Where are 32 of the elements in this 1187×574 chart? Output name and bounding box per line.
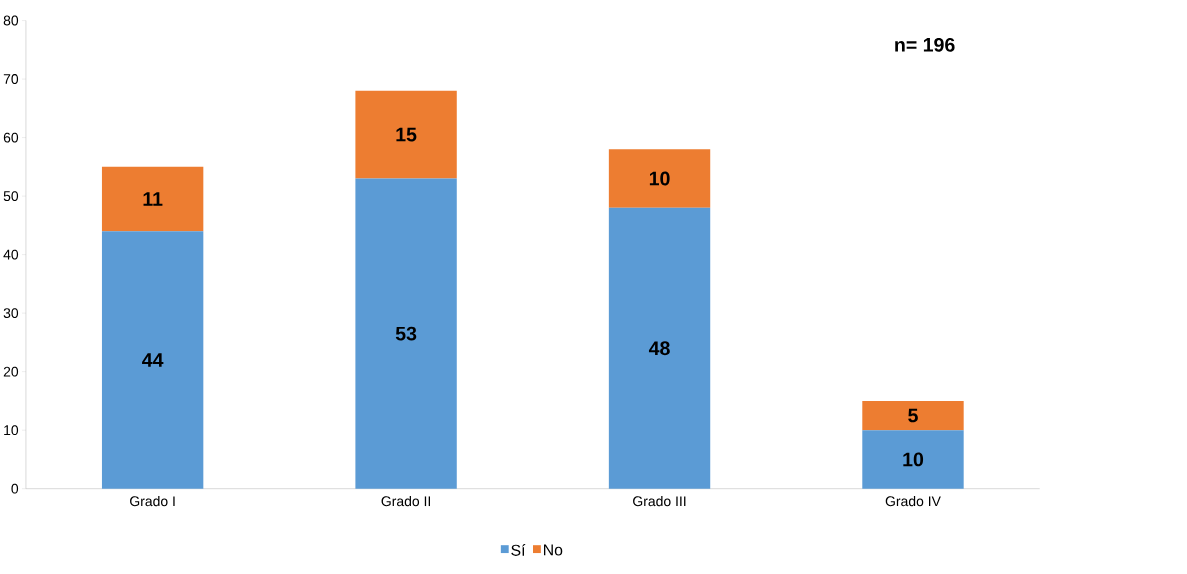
x-tick-label: Grado III bbox=[633, 496, 686, 507]
data-label: 11 bbox=[143, 192, 163, 206]
y-tick-label: 70 bbox=[3, 74, 19, 85]
data-label: 10 bbox=[903, 452, 924, 467]
bar bbox=[101, 231, 204, 489]
y-tick-label: 60 bbox=[3, 132, 19, 143]
y-tick-label: 0 bbox=[11, 483, 19, 494]
y-tick-label: 80 bbox=[3, 15, 19, 26]
data-label: 15 bbox=[396, 127, 417, 142]
legend-label: Sí bbox=[511, 544, 526, 557]
bar bbox=[101, 166, 204, 232]
x-tick-label: Grado II bbox=[381, 496, 430, 507]
y-tick-label: 40 bbox=[3, 249, 19, 260]
x-tick-label: Grado I bbox=[130, 496, 175, 507]
bar bbox=[608, 149, 711, 208]
y-tick-label: 20 bbox=[3, 366, 19, 377]
bar bbox=[862, 430, 964, 489]
y-tick-label: 30 bbox=[3, 308, 19, 319]
bar bbox=[355, 178, 457, 489]
y-tick-label: 50 bbox=[3, 191, 19, 202]
bar bbox=[862, 401, 964, 431]
data-label: 48 bbox=[648, 341, 670, 356]
legend-label: No bbox=[544, 544, 563, 556]
data-label: 53 bbox=[395, 326, 417, 341]
data-label: 10 bbox=[649, 171, 670, 186]
y-tick-label: 10 bbox=[4, 425, 19, 436]
annotation: n= 196 bbox=[895, 38, 955, 52]
bar bbox=[355, 90, 457, 179]
data-label: 44 bbox=[142, 353, 164, 367]
data-label: 5 bbox=[908, 408, 918, 423]
bar bbox=[608, 207, 711, 489]
x-tick-label: Grado IV bbox=[885, 496, 941, 507]
